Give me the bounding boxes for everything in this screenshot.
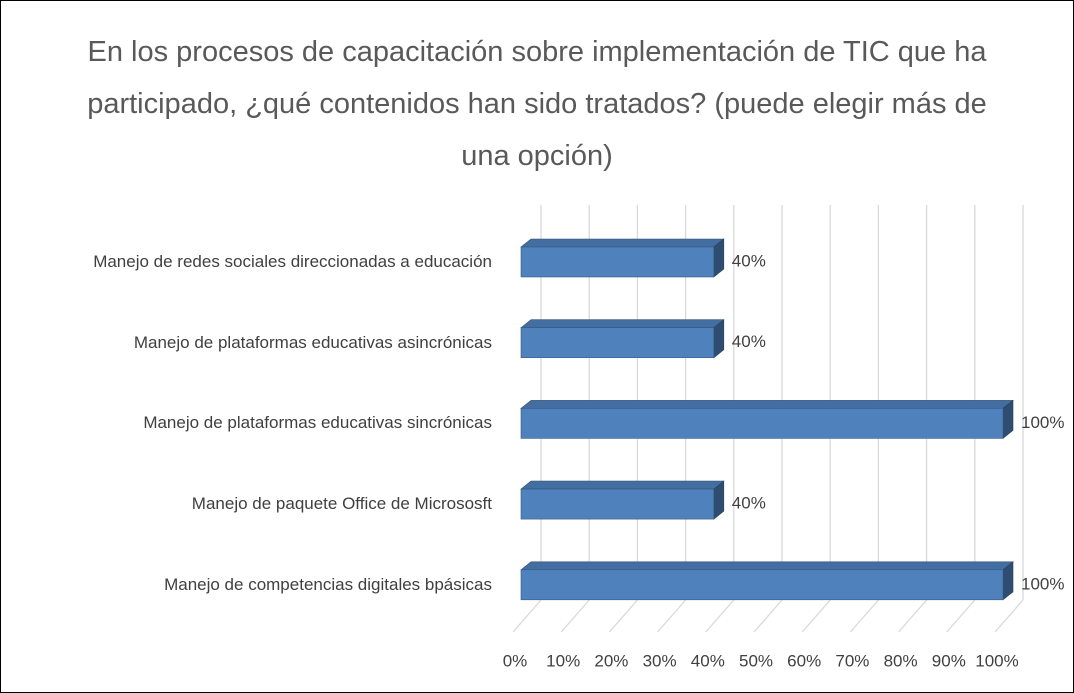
value-label: 100% [1021, 413, 1064, 432]
floor-line [560, 599, 590, 633]
floor-line [608, 599, 638, 633]
floor-line [946, 599, 976, 633]
value-label: 40% [732, 332, 766, 351]
floor-line [801, 599, 831, 633]
category-label: Manejo de paquete Office de Micrososft [12, 492, 492, 516]
floor-line [994, 599, 1024, 633]
floor-line [753, 599, 783, 633]
value-label: 40% [732, 494, 766, 513]
bar-top [520, 238, 725, 248]
category-text: Manejo de redes sociales direccionadas a… [93, 252, 492, 271]
x-tick-label: 0% [503, 651, 528, 670]
x-tick-label: 100% [975, 651, 1018, 670]
bar [520, 569, 1004, 601]
x-tick-label: 10% [546, 651, 580, 670]
x-tick-label: 80% [884, 651, 918, 670]
floor-line [657, 599, 687, 633]
bar [520, 327, 715, 359]
category-label: Manejo de plataformas educativas sincrón… [12, 411, 492, 435]
bar [520, 246, 715, 278]
bar-top [520, 480, 725, 490]
x-tick-label: 90% [932, 651, 966, 670]
x-tick-label: 20% [594, 651, 628, 670]
chart-title: En los procesos de capacitación sobre im… [87, 36, 987, 172]
bar-top [520, 400, 1014, 409]
floor-line [849, 599, 879, 633]
floor-line [512, 599, 542, 633]
category-label: Manejo de competencias digitales bpásica… [12, 573, 492, 597]
floor-line [898, 599, 928, 633]
bar [520, 408, 1004, 439]
x-tick-label: 30% [643, 651, 677, 670]
x-tick-label: 70% [835, 651, 869, 670]
x-tick-label: 50% [739, 651, 773, 670]
floor-line [705, 599, 735, 633]
bar-top [520, 319, 725, 329]
x-tick-label: 60% [787, 651, 821, 670]
bar-top [520, 561, 1014, 571]
category-text: Manejo de plataformas educativas asincró… [133, 332, 492, 352]
bar [520, 488, 715, 520]
category-text: Manejo de paquete Office de Micrososft [191, 494, 492, 514]
x-tick-label: 40% [691, 651, 725, 670]
category-label: Manejo de redes sociales direccionadas a… [12, 250, 492, 274]
category-text: Manejo de competencias digitales bpásica… [164, 574, 492, 594]
category-text: Manejo de plataformas educativas sincrón… [143, 413, 492, 433]
value-label: 40% [732, 251, 766, 270]
value-label: 100% [1021, 574, 1064, 593]
category-label: Manejo de plataformas educativas asincró… [12, 331, 492, 355]
